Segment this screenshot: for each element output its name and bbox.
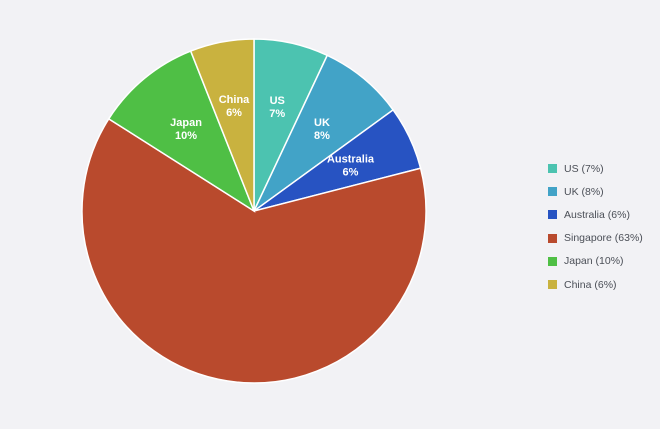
pie-slice-japan[interactable] [107,50,256,213]
legend-swatch-uk [548,187,557,197]
pie-slice-china[interactable] [189,38,255,212]
legend-item-australia[interactable]: Australia (6%) [548,203,658,226]
pie-plot-area: US 7% UK 8% Australia 6% Japan 10% China 6% [81,38,427,384]
legend-swatch-japan [548,256,557,266]
legend: US (7%) UK (8%) Australia (6%) Singapore… [548,157,658,296]
legend-swatch-china [548,280,557,290]
legend-item-uk[interactable]: UK (8%) [548,180,658,203]
legend-item-china[interactable]: China (6%) [548,273,658,296]
legend-swatch-australia [548,210,557,220]
slice-label-china: China 6% [219,94,250,119]
slice-label-uk: UK 8% [314,117,330,142]
legend-item-japan[interactable]: Japan (10%) [548,250,658,273]
legend-label-australia: Australia (6%) [564,208,630,221]
legend-swatch-singapore [548,233,557,243]
legend-swatch-us [548,164,557,174]
pie-slice-singapore[interactable] [81,117,427,384]
legend-label-japan: Japan (10%) [564,255,624,268]
legend-label-us: US (7%) [564,162,604,175]
legend-item-us[interactable]: US (7%) [548,157,658,180]
legend-label-uk: UK (8%) [564,185,604,198]
legend-label-china: China (6%) [564,278,617,291]
slice-label-us: US 7% [269,95,285,120]
legend-item-singapore[interactable]: Singapore (63%) [548,227,658,250]
legend-label-singapore: Singapore (63%) [564,232,643,245]
slice-label-japan: Japan 10% [170,117,202,142]
slice-label-australia: Australia 6% [327,154,375,179]
